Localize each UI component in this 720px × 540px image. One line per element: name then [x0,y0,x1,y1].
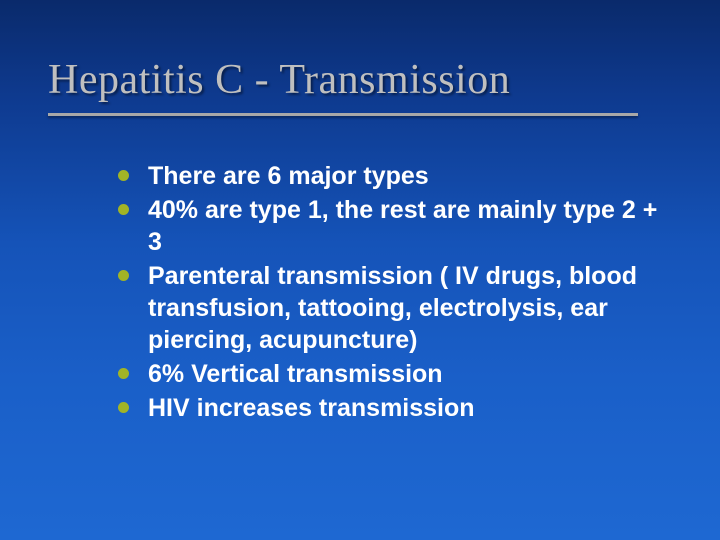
list-item: 6% Vertical transmission [118,358,658,390]
bullet-icon [118,368,129,379]
bullet-text: 40% are type 1, the rest are mainly type… [148,196,657,256]
bullet-icon [118,170,129,181]
list-item: HIV increases transmission [118,392,658,424]
bullet-text: There are 6 major types [148,162,429,190]
bullet-list: There are 6 major types 40% are type 1, … [118,160,658,424]
body-area: There are 6 major types 40% are type 1, … [118,160,658,426]
bullet-icon [118,270,129,281]
title-area: Hepatitis C - Transmission [48,58,668,116]
bullet-icon [118,402,129,413]
list-item: Parenteral transmission ( IV drugs, bloo… [118,260,658,356]
list-item: There are 6 major types [118,160,658,192]
slide: Hepatitis C - Transmission There are 6 m… [0,0,720,540]
bullet-text: HIV increases transmission [148,394,475,422]
bullet-text: 6% Vertical transmission [148,360,443,388]
bullet-text: Parenteral transmission ( IV drugs, bloo… [148,262,637,354]
slide-title: Hepatitis C - Transmission [48,58,668,116]
title-underline [48,113,638,116]
list-item: 40% are type 1, the rest are mainly type… [118,194,658,258]
bullet-icon [118,204,129,215]
